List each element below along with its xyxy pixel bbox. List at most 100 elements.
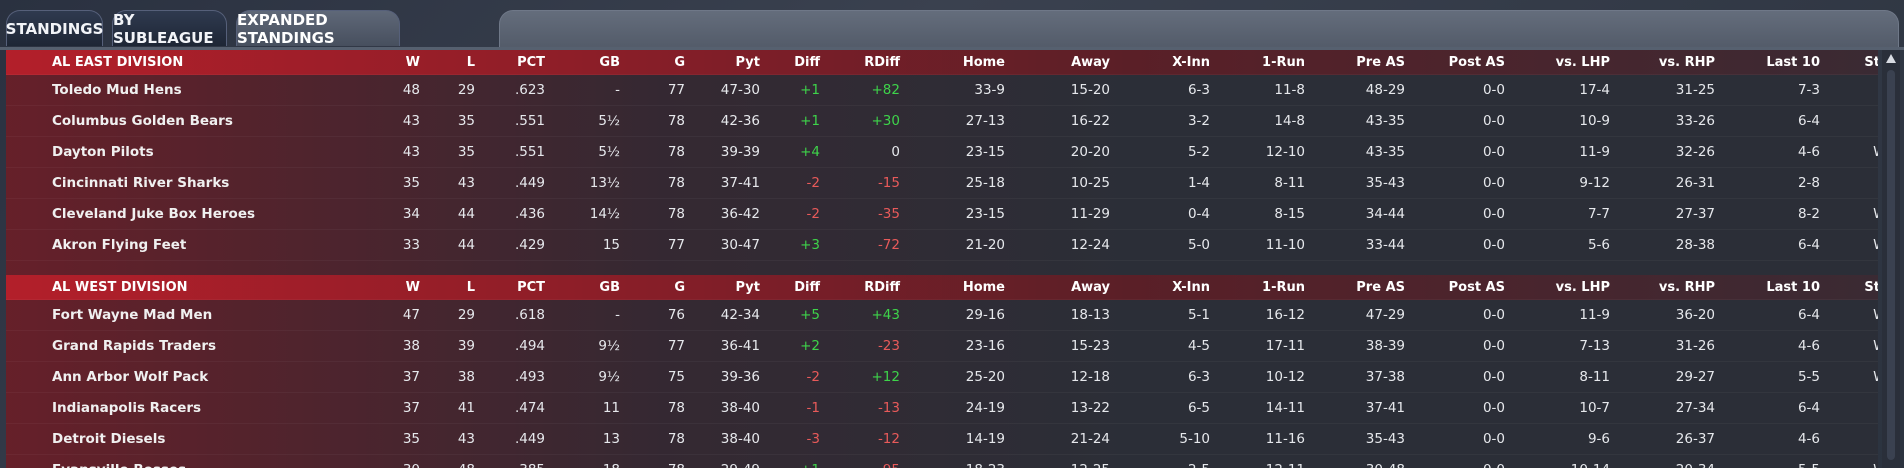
stat-rdiff: -15: [877, 175, 900, 191]
division-header-row: AL WEST DIVISION W L PCT GB G Pyt Diff RDiff Home…: [6, 275, 1878, 300]
stat-xinn: 5-10: [1179, 431, 1210, 447]
team-row[interactable]: Ann Arbor Wolf Pack 37 38 .493 9½ 75 39-36 -2 +1…: [6, 362, 1878, 393]
team-name[interactable]: Toledo Mud Hens: [52, 82, 182, 98]
stat-pct: .474: [514, 400, 545, 416]
scroll-thumb[interactable]: [1887, 70, 1895, 460]
stat-g: 77: [667, 338, 685, 354]
stat-preas: 34-44: [1365, 206, 1405, 222]
division-name: AL WEST DIVISION: [52, 279, 188, 295]
stat-l: 43: [457, 175, 475, 191]
stat-last10: 4-6: [1797, 338, 1820, 354]
stat-vsrhp: 36-20: [1675, 307, 1715, 323]
stat-onerun: 8-15: [1274, 206, 1305, 222]
stat-w: 38: [402, 338, 420, 354]
stat-pct: .551: [514, 113, 545, 129]
stat-diff: -2: [806, 175, 820, 191]
stat-l: 29: [457, 82, 475, 98]
stat-pyt: 36-42: [720, 206, 760, 222]
stat-last10: 6-4: [1797, 237, 1820, 253]
team-row[interactable]: Cleveland Juke Box Heroes 34 44 .436 14½ 78 36…: [6, 199, 1878, 230]
stat-strk: L1: [1826, 113, 1878, 129]
team-name[interactable]: Dayton Pilots: [52, 144, 154, 160]
stat-preas: 38-39: [1365, 338, 1405, 354]
stat-pyt: 38-40: [720, 400, 760, 416]
column-header: Pyt: [735, 279, 760, 295]
division-header-row: AL EAST DIVISION W L PCT GB G Pyt Diff RDiff Home…: [6, 50, 1878, 75]
stat-xinn: 5-2: [1187, 144, 1210, 160]
stat-gb: 5½: [598, 113, 620, 129]
stat-postas: 0-0: [1482, 144, 1505, 160]
team-name[interactable]: Fort Wayne Mad Men: [52, 307, 213, 323]
vertical-scrollbar[interactable]: [1882, 50, 1900, 468]
stat-xinn: 4-5: [1187, 338, 1210, 354]
scroll-up-arrow-icon[interactable]: [1886, 54, 1896, 63]
stat-rdiff: +12: [871, 369, 901, 385]
team-name[interactable]: Akron Flying Feet: [52, 237, 187, 253]
stat-rdiff: -23: [877, 338, 900, 354]
column-header: Strk: [1864, 279, 1878, 295]
team-row[interactable]: Columbus Golden Bears 43 35 .551 5½ 78 42-36 +1…: [6, 106, 1878, 137]
stat-pyt: 39-36: [720, 369, 760, 385]
team-row[interactable]: Dayton Pilots 43 35 .551 5½ 78 39-39 +4 0 23-15 20…: [6, 137, 1878, 168]
stat-vslhp: 7-13: [1579, 338, 1610, 354]
stat-home: 27-13: [965, 113, 1005, 129]
team-row[interactable]: Cincinnati River Sharks 35 43 .449 13½ 78 37-4…: [6, 168, 1878, 199]
column-header: Diff: [794, 54, 820, 70]
stat-preas: 30-48: [1311, 462, 1411, 468]
column-header: PCT: [517, 279, 545, 295]
tab-bar-filler: [499, 10, 1899, 50]
stat-g: 78: [667, 206, 685, 222]
stat-last10: 6-4: [1797, 113, 1820, 129]
stat-last10: 6-4: [1797, 307, 1820, 323]
stat-last10: 4-6: [1797, 144, 1820, 160]
stat-l: 44: [457, 237, 475, 253]
tab-by-subleague[interactable]: BY SUBLEAGUE: [112, 10, 227, 47]
stat-g: 78: [667, 400, 685, 416]
team-row[interactable]: Fort Wayne Mad Men 47 29 .618 - 76 42-34 +5 +43 2…: [6, 300, 1878, 331]
stat-home: 23-16: [965, 338, 1005, 354]
stat-l: 35: [457, 113, 475, 129]
stat-pct: .449: [514, 175, 545, 191]
team-row[interactable]: Toledo Mud Hens 48 29 .623 - 77 47-30 +1 +82 33-9…: [6, 75, 1878, 106]
team-name[interactable]: Ann Arbor Wolf Pack: [52, 369, 209, 385]
stat-strk: W1: [1826, 338, 1878, 354]
stat-away: 16-22: [1070, 113, 1110, 129]
stat-rdiff: -72: [877, 237, 900, 253]
column-header: Pre AS: [1356, 279, 1405, 295]
team-name[interactable]: Evansville Bosses: [36, 462, 336, 468]
stat-vslhp: 7-7: [1587, 206, 1610, 222]
stat-away: 15-23: [1070, 338, 1110, 354]
tab-expanded-standings[interactable]: EXPANDED STANDINGS: [236, 10, 400, 47]
stat-pct: .618: [514, 307, 545, 323]
stat-onerun: 10-12: [1265, 369, 1305, 385]
team-row[interactable]: Grand Rapids Traders 38 39 .494 9½ 77 36-41 +2 -…: [6, 331, 1878, 362]
column-header: Diff: [794, 279, 820, 295]
team-row[interactable]: Indianapolis Racers 37 41 .474 11 78 38-40 -1 -1…: [6, 393, 1878, 424]
stat-pct: .551: [514, 144, 545, 160]
stat-last10: 4-6: [1797, 431, 1820, 447]
column-header: vs. LHP: [1555, 279, 1610, 295]
team-row[interactable]: Evansville Bosses3048.385187829-49+1-951…: [6, 455, 1878, 468]
column-header: vs. LHP: [1555, 54, 1610, 70]
team-name[interactable]: Detroit Diesels: [52, 431, 166, 447]
stat-w: 33: [402, 237, 420, 253]
stat-preas: 43-35: [1365, 144, 1405, 160]
team-row[interactable]: Akron Flying Feet 33 44 .429 15 77 30-47 +3 -72 2…: [6, 230, 1878, 261]
stat-away: 12-24: [1070, 237, 1110, 253]
stat-preas: 37-38: [1365, 369, 1405, 385]
stat-preas: 35-43: [1365, 175, 1405, 191]
stat-w: 43: [402, 113, 420, 129]
stat-rdiff: +82: [871, 82, 901, 98]
stat-preas: 48-29: [1365, 82, 1405, 98]
tab-standings[interactable]: STANDINGS: [6, 10, 103, 46]
team-row[interactable]: Detroit Diesels 35 43 .449 13 78 38-40 -3 -12 14-…: [6, 424, 1878, 455]
team-name[interactable]: Cincinnati River Sharks: [52, 175, 230, 191]
stat-vsrhp: 27-37: [1675, 206, 1715, 222]
stat-strk: W3: [1826, 307, 1878, 323]
team-name[interactable]: Cleveland Juke Box Heroes: [52, 206, 256, 222]
team-name[interactable]: Grand Rapids Traders: [52, 338, 217, 354]
team-name[interactable]: Indianapolis Racers: [52, 400, 202, 416]
column-header: G: [674, 279, 685, 295]
tab-bar: STANDINGS BY SUBLEAGUE EXPANDED STANDING…: [0, 0, 1904, 50]
team-name[interactable]: Columbus Golden Bears: [52, 113, 233, 129]
